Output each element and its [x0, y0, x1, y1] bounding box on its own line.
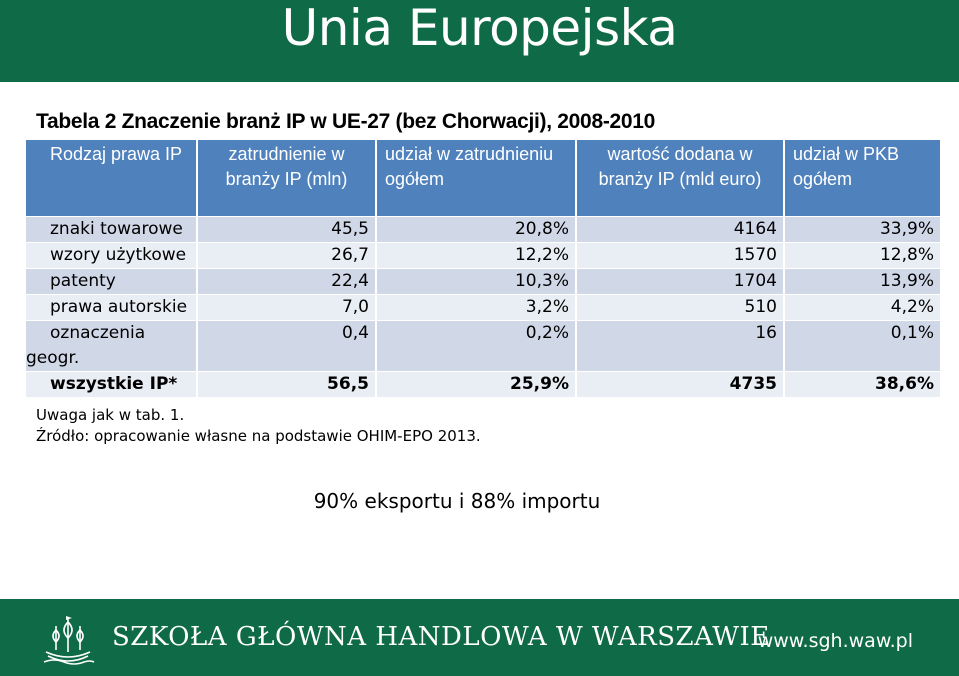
row-employment-share: 25,9% — [377, 371, 577, 397]
header-value-added: wartość dodana w branży IP (mld euro) — [577, 140, 785, 216]
table-row: oznaczenia geogr. 0,4 0,2% 16 0,1% — [26, 320, 940, 371]
header-employment: zatrudnienie w branży IP (mln) — [198, 140, 377, 216]
row-name: patenty — [26, 268, 198, 294]
row-name: prawa autorskie — [26, 294, 198, 320]
row-value-added: 16 — [577, 320, 785, 371]
trade-share-statement: 90% eksportu i 88% importu — [313, 489, 601, 513]
row-gdp-share: 12,8% — [785, 242, 940, 268]
row-name: oznaczenia geogr. — [26, 320, 198, 371]
row-employment-share: 3,2% — [377, 294, 577, 320]
row-value-added: 4735 — [577, 371, 785, 397]
table-caption: Tabela 2 Znaczenie branż IP w UE-27 (bez… — [36, 110, 656, 133]
title-bar — [0, 0, 959, 82]
header-employment-share: udział w zatrudnieniu ogółem — [377, 140, 577, 216]
table-row: patenty 22,4 10,3% 1704 13,9% — [26, 268, 940, 294]
row-value-added: 510 — [577, 294, 785, 320]
row-gdp-share: 13,9% — [785, 268, 940, 294]
table-row-total: wszystkie IP* 56,5 25,9% 4735 38,6% — [26, 371, 940, 397]
table-header-row: Rodzaj prawa IP zatrudnienie w branży IP… — [26, 140, 940, 216]
institution-url[interactable]: www.sgh.waw.pl — [757, 630, 913, 652]
row-employment: 7,0 — [198, 294, 377, 320]
slide-title: Unia Europejska — [281, 0, 678, 57]
row-name-line1: oznaczenia — [50, 323, 146, 343]
row-value-added: 4164 — [577, 216, 785, 242]
row-gdp-share: 4,2% — [785, 294, 940, 320]
institution-name: SZKOŁA GŁÓWNA HANDLOWA W WARSZAWIE — [112, 622, 770, 652]
row-employment: 56,5 — [198, 371, 377, 397]
row-employment-share: 20,8% — [377, 216, 577, 242]
table-note: Uwaga jak w tab. 1. — [36, 406, 185, 424]
row-name: wzory użytkowe — [26, 242, 198, 268]
table-source: Źródło: opracowanie własne na podstawie … — [36, 427, 481, 445]
row-employment-share: 0,2% — [377, 320, 577, 371]
header-gdp-share: udział w PKB ogółem — [785, 140, 940, 216]
row-employment-share: 10,3% — [377, 268, 577, 294]
row-name: wszystkie IP* — [26, 371, 198, 397]
table-row: wzory użytkowe 26,7 12,2% 1570 12,8% — [26, 242, 940, 268]
footer-bar — [0, 599, 959, 676]
row-employment: 0,4 — [198, 320, 377, 371]
table-row: prawa autorskie 7,0 3,2% 510 4,2% — [26, 294, 940, 320]
header-ip-type: Rodzaj prawa IP — [26, 140, 198, 216]
row-gdp-share: 33,9% — [785, 216, 940, 242]
row-employment: 45,5 — [198, 216, 377, 242]
row-name-line2: geogr. — [26, 348, 80, 368]
row-name: znaki towarowe — [26, 216, 198, 242]
row-gdp-share: 38,6% — [785, 371, 940, 397]
row-value-added: 1704 — [577, 268, 785, 294]
row-employment: 22,4 — [198, 268, 377, 294]
row-value-added: 1570 — [577, 242, 785, 268]
row-employment: 26,7 — [198, 242, 377, 268]
table-row: znaki towarowe 45,5 20,8% 4164 33,9% — [26, 216, 940, 242]
row-employment-share: 12,2% — [377, 242, 577, 268]
row-gdp-share: 0,1% — [785, 320, 940, 371]
ship-logo-icon — [43, 616, 95, 665]
ip-industries-table: Rodzaj prawa IP zatrudnienie w branży IP… — [26, 140, 940, 397]
